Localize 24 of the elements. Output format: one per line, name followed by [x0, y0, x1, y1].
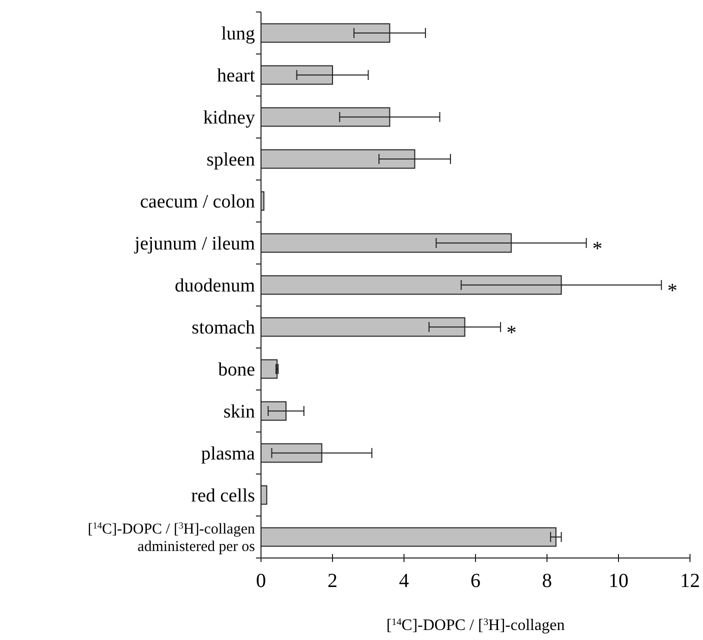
y-tick-label: duodenum: [174, 276, 256, 297]
y-tick-label: heart: [217, 66, 256, 87]
y-tick-label: bone: [218, 360, 255, 381]
x-tick-label: 4: [399, 570, 409, 592]
y-tick-label: red cells: [191, 486, 255, 507]
y-tick-label: spleen: [206, 150, 256, 171]
y-tick-label: stomach: [192, 318, 256, 339]
x-tick-label: 6: [470, 570, 480, 592]
y-tick-label: jejunum / ileum: [134, 234, 256, 255]
y-tick-label: kidney: [203, 108, 256, 129]
x-tick-label: 2: [328, 570, 338, 592]
annotation: *: [506, 322, 517, 344]
y-tick-label: plasma: [201, 444, 256, 465]
y-tick-label: skin: [223, 402, 256, 423]
x-axis-title: [$^{14}$C]-DOPC / [$^{3}$H]-collagen: [386, 616, 565, 634]
x-tick-label: 10: [608, 570, 628, 592]
y-tick-label: [$^{14}$C]-DOPC / [$^{3}$H]-collagen administered per os: [88, 522, 256, 555]
x-tick-label: 8: [542, 570, 552, 592]
x-tick-label: 12: [680, 570, 700, 592]
annotation: *: [592, 238, 602, 260]
annotation: *: [667, 280, 678, 302]
y-tick-label: lung: [221, 24, 256, 45]
y-tick-label: caecum / colon: [140, 192, 256, 213]
x-tick-label: 0: [256, 570, 266, 592]
